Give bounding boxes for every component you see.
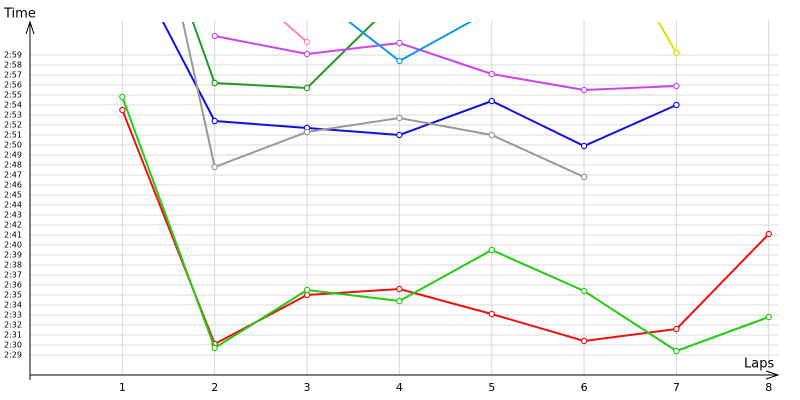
y-tick-label: 2:56: [4, 81, 22, 90]
data-point: [580, 142, 588, 150]
y-tick-label: 2:51: [4, 131, 22, 140]
data-point: [765, 313, 772, 321]
y-tick-label: 2:46: [4, 181, 22, 190]
y-tick-label: 2:44: [4, 201, 22, 210]
data-point: [211, 117, 218, 125]
x-tick-label: 7: [673, 381, 680, 394]
data-point: [303, 38, 311, 46]
series-line: [657, 22, 678, 54]
grid: [30, 20, 778, 375]
y-tick-label: 2:39: [4, 251, 22, 260]
y-tick-label: 2:50: [4, 141, 22, 150]
y-tick-label: 2:35: [4, 291, 22, 300]
series-line: [214, 35, 677, 92]
y-tick-label: 2:40: [4, 241, 22, 250]
y-tick-label: 2:55: [4, 91, 22, 100]
x-tick-label: 8: [765, 381, 772, 394]
x-tick-label: 4: [396, 381, 403, 394]
y-tick-label: 2:48: [4, 161, 22, 170]
data-point: [396, 297, 403, 305]
data-point: [580, 86, 588, 94]
y-tick-label: 2:59: [4, 51, 22, 60]
y-tick-label: 2:42: [4, 221, 22, 230]
data-point: [673, 82, 680, 90]
data-point: [673, 325, 680, 333]
data-point: [119, 106, 126, 114]
series-line: [181, 22, 585, 178]
series-line: [121, 109, 770, 346]
data-point: [488, 97, 495, 105]
y-tick-label: 2:29: [4, 351, 22, 360]
data-point: [673, 347, 680, 355]
data-point: [119, 93, 126, 101]
data-point: [488, 131, 495, 139]
y-tick-label: 2:53: [4, 111, 22, 120]
x-arrow: [765, 370, 780, 380]
y-tick-label: 2:34: [4, 301, 22, 310]
data-point: [765, 230, 772, 238]
x-tick-label: 3: [304, 381, 311, 394]
y-arrow: [25, 20, 35, 35]
data-point: [396, 39, 403, 47]
data-point: [303, 50, 311, 58]
x-tick-label: 1: [119, 381, 126, 394]
y-tick-label: 2:41: [4, 231, 22, 240]
y-tick-label: 2:43: [4, 211, 22, 220]
series-line: [191, 22, 376, 90]
y-tick-label: 2:47: [4, 171, 22, 180]
y-tick-label: 2:38: [4, 261, 22, 270]
y-tick-label: 2:36: [4, 281, 22, 290]
y-tick-label: 2:31: [4, 331, 22, 340]
y-tick-label: 2:30: [4, 341, 22, 350]
data-point: [580, 287, 588, 295]
x-axis-title: Laps: [744, 357, 774, 372]
y-tick-label: 2:54: [4, 101, 22, 110]
data-point: [303, 84, 311, 92]
y-tick-label: 2:57: [4, 71, 22, 80]
data-point: [580, 173, 588, 181]
data-point: [396, 114, 403, 122]
data-point: [211, 79, 218, 87]
data-point: [303, 128, 311, 136]
data-point: [673, 101, 680, 109]
plot-area: [119, 7, 772, 355]
data-point: [488, 310, 495, 318]
y-tick-label: 2:37: [4, 271, 22, 280]
y-axis-title: Time: [3, 7, 36, 22]
y-tick-label: 2:52: [4, 121, 22, 130]
data-point: [303, 286, 311, 294]
data-point: [211, 32, 218, 40]
data-point: [488, 70, 495, 78]
series-line: [282, 22, 308, 43]
data-point: [211, 344, 218, 352]
y-tick-label: 2:45: [4, 191, 22, 200]
series-line: [121, 96, 770, 353]
y-tick-label: 2:49: [4, 151, 22, 160]
data-point: [488, 246, 495, 254]
x-tick-label: 2: [211, 381, 218, 394]
x-tick-label: 5: [488, 381, 495, 394]
data-point: [211, 163, 218, 171]
y-tick-label: 2:58: [4, 61, 22, 70]
y-tick-label: 2:33: [4, 311, 22, 320]
data-point: [396, 131, 403, 139]
data-point: [673, 49, 680, 57]
data-point: [396, 285, 403, 293]
y-tick-label: 2:32: [4, 321, 22, 330]
data-point: [396, 57, 403, 65]
x-tick-label: 6: [581, 381, 588, 394]
data-point: [489, 7, 494, 12]
data-point: [580, 337, 588, 345]
